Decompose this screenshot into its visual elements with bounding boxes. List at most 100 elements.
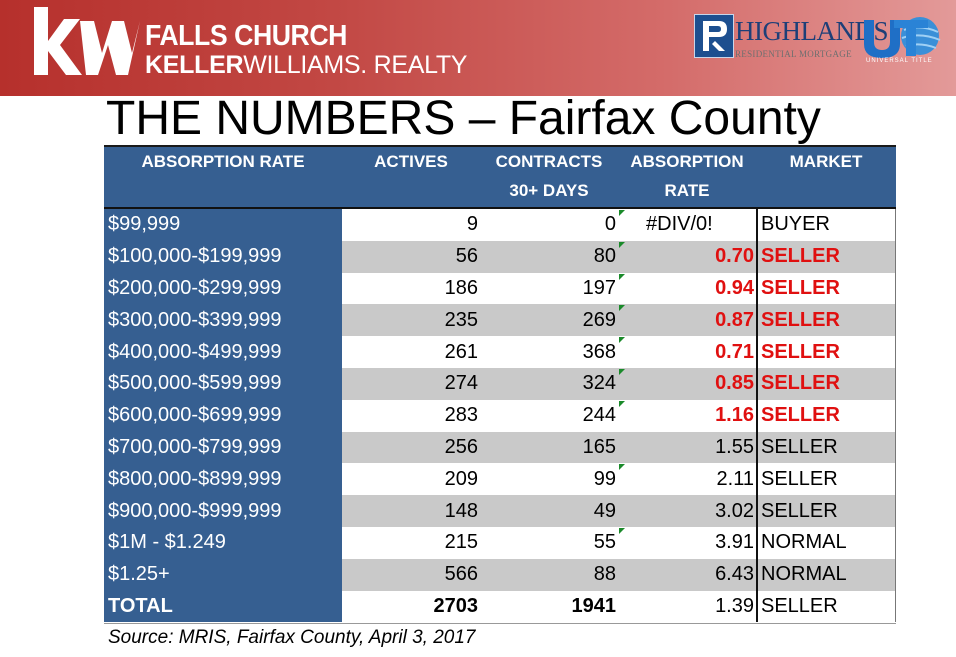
row-market: NORMAL [756,558,896,591]
row-range: $800,000-$899,999 [104,463,342,496]
row-market: NORMAL [756,526,896,559]
table-header: ABSORPTION RATE ACTIVES CONTRACTS 30+ DA… [104,147,896,207]
table-row: $700,000-$799,999 256 165 1.55 SELLER [104,431,896,464]
error-indicator-icon [619,337,625,344]
row-rate: 2.11 [618,463,756,496]
row-rate: #DIV/0! [618,209,756,241]
row-market: SELLER [756,272,896,305]
row-market: SELLER [756,431,896,464]
row-contracts: 80 [480,240,618,273]
row-range: $99,999 [104,209,342,241]
row-contracts: 324 [480,367,618,400]
row-actives: 186 [342,272,480,305]
row-rate: 1.55 [618,431,756,464]
row-range: $300,000-$399,999 [104,304,342,337]
brand-company: KELLERWILLIAMS. REALTY [145,53,467,78]
row-range: $500,000-$599,999 [104,367,342,400]
row-market: SELLER [756,336,896,368]
row-market: SELLER [756,304,896,337]
brand-text: FALLS CHURCH KELLERWILLIAMS. REALTY [145,22,467,78]
row-range: $1.25+ [104,558,342,591]
row-contracts: 99 [480,463,618,496]
row-contracts: 49 [480,495,618,527]
total-market: SELLER [756,590,896,623]
header-contracts-line2: 30+ DAYS [509,181,589,200]
row-actives: 235 [342,304,480,337]
row-contracts: 165 [480,431,618,464]
row-range: $700,000-$799,999 [104,431,342,464]
table-row: $600,000-$699,999 283 244 1.16 SELLER [104,399,896,432]
row-market: SELLER [756,463,896,496]
header-actives: ACTIVES [374,152,448,171]
row-actives: 56 [342,240,480,273]
kw-logo [34,7,140,75]
row-contracts: 88 [480,558,618,591]
row-rate: 6.43 [618,558,756,591]
row-rate: 0.71 [618,336,756,368]
row-range: $100,000-$199,999 [104,240,342,273]
brand-office: FALLS CHURCH [145,20,347,52]
table-row: $1M - $1.249 215 55 3.91 NORMAL [104,526,896,559]
total-contracts: 1941 [480,590,618,623]
row-range: $900,000-$999,999 [104,495,342,527]
table-row: $400,000-$499,999 261 368 0.71 SELLER [104,336,896,368]
total-label: TOTAL [104,590,342,623]
row-rate: 1.16 [618,399,756,432]
absorption-table: ABSORPTION RATE ACTIVES CONTRACTS 30+ DA… [104,147,896,623]
row-range: $400,000-$499,999 [104,336,342,368]
row-actives: 261 [342,336,480,368]
error-indicator-icon [619,464,625,471]
error-indicator-icon [619,241,625,248]
row-actives: 148 [342,495,480,527]
row-contracts: 0 [480,209,618,241]
header-market: MARKET [789,152,863,171]
row-actives: 256 [342,431,480,464]
table-row: $300,000-$399,999 235 269 0.87 SELLER [104,304,896,337]
table-row: $1.25+ 566 88 6.43 NORMAL [104,558,896,591]
partner-name: HIGHLANDS [735,16,889,46]
title-divider [104,145,896,147]
brand-company-rest: WILLIAMS. REALTY [243,51,468,79]
header-absorption-line1: ABSORPTION [630,152,744,171]
row-rate: 0.87 [618,304,756,337]
row-market: BUYER [756,209,896,241]
table-row: $99,999 9 0 #DIV/0! BUYER [104,209,896,241]
page-title: THE NUMBERS – Fairfax County [106,92,821,145]
row-range: $200,000-$299,999 [104,272,342,305]
row-range: $1M - $1.249 [104,526,342,559]
row-contracts: 244 [480,399,618,432]
source-divider [104,623,896,624]
header-divider [104,207,896,209]
row-market: SELLER [756,399,896,432]
row-contracts: 269 [480,304,618,337]
header-banner: FALLS CHURCH KELLERWILLIAMS. REALTY HIGH… [0,0,956,96]
title-company-subtitle: UNIVERSAL TITLE [866,58,933,64]
brand-company-bold: KELLER [145,51,244,79]
table-row: $200,000-$299,999 186 197 0.94 SELLER [104,272,896,305]
row-actives: 209 [342,463,480,496]
universal-title-logo [864,17,941,58]
highlands-logo-icon [694,14,734,58]
row-contracts: 368 [480,336,618,368]
row-contracts: 197 [480,272,618,305]
error-indicator-icon [619,527,625,534]
table-row: $800,000-$899,999 209 99 2.11 SELLER [104,463,896,496]
error-indicator-icon [619,305,625,312]
row-actives: 274 [342,367,480,400]
total-rate: 1.39 [618,590,756,623]
row-rate: 3.02 [618,495,756,527]
row-rate: 3.91 [618,526,756,559]
row-market: SELLER [756,367,896,400]
table-row: $500,000-$599,999 274 324 0.85 SELLER [104,367,896,400]
row-market: SELLER [756,495,896,527]
error-indicator-icon [619,368,625,375]
total-actives: 2703 [342,590,480,623]
row-rate: 0.85 [618,367,756,400]
error-indicator-icon [619,210,625,216]
row-market: SELLER [756,240,896,273]
table-row: $100,000-$199,999 56 80 0.70 SELLER [104,240,896,273]
row-range: $600,000-$699,999 [104,399,342,432]
row-rate: 0.94 [618,272,756,305]
row-contracts: 55 [480,526,618,559]
row-actives: 283 [342,399,480,432]
